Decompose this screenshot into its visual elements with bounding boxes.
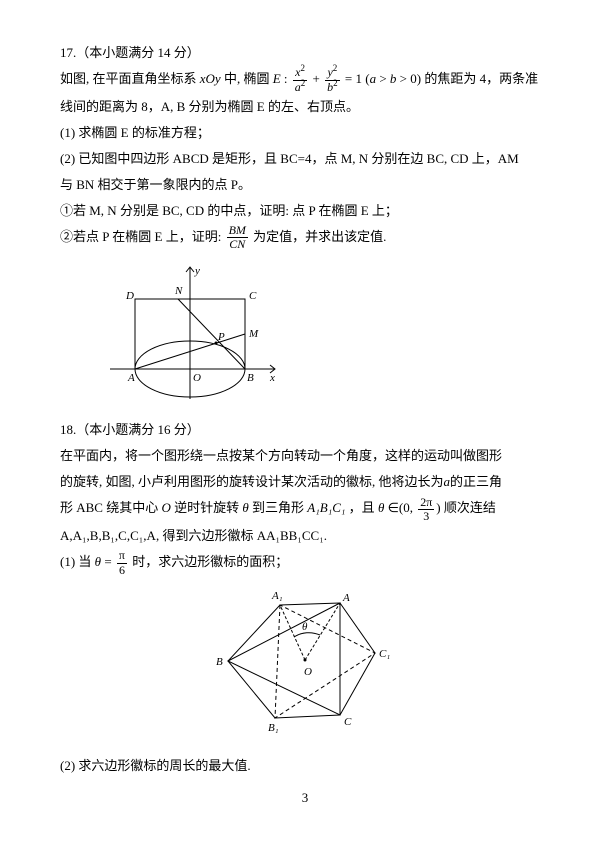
t: > 0) 的焦距为 4，两条准 <box>396 71 538 86</box>
t: 逆时针旋转 <box>171 500 243 515</box>
lbl-x: x <box>269 372 275 384</box>
lbl-C1: C₁ <box>379 648 390 660</box>
lbl-C: C <box>249 290 257 302</box>
d: CN <box>227 238 248 251</box>
q17-header: 17.（本小题满分 14 分） <box>60 40 550 66</box>
q17-sub2a: (2) 已知图中四边形 ABCD 是矩形，且 BC=4，点 M, N 分别在边 … <box>60 146 550 172</box>
frac-x2a2: x2a2 <box>293 66 308 93</box>
page-number: 3 <box>60 785 550 811</box>
q18-l3: 形 ABC 绕其中心 O 逆时针旋转 θ 到三角形 A₁B₁C₁ ，且 θ ∈(… <box>60 495 550 523</box>
lbl-P: P <box>217 331 225 343</box>
frac-bm-cn: BMCN <box>227 224 248 251</box>
q17-sub2b: 与 BN 相交于第一象限内的点 P。 <box>60 172 550 198</box>
lbl-O: O <box>193 372 201 384</box>
lbl-B: B <box>216 656 223 668</box>
lbl-theta: θ <box>302 621 308 633</box>
lbl-O: O <box>304 666 312 678</box>
frac-y2b2: y2b2 <box>325 66 340 93</box>
t: : <box>281 71 291 86</box>
n: BM <box>227 224 248 238</box>
q17-figure: D N C M P A O B x y <box>100 259 550 409</box>
t: = 1 ( <box>342 71 370 86</box>
lbl-A: A <box>342 592 350 604</box>
lbl-A: A <box>127 372 135 384</box>
q17-sub2-2: ②若点 P 在椭圆 E 上，证明: BMCN 为定值，并求出该定值. <box>60 224 550 252</box>
t: 为定值，并求出该定值. <box>250 229 387 244</box>
lbl-y: y <box>194 265 200 277</box>
t: 时，求六边形徽标的面积； <box>129 554 288 569</box>
page-content: 17.（本小题满分 14 分） 如图, 在平面直角坐标系 xOy 中, 椭圆 E… <box>0 0 600 844</box>
d: 3 <box>418 510 434 523</box>
lbl-B1: B₁ <box>268 722 279 734</box>
t: 的正三角 <box>450 474 502 489</box>
q18-header: 18.（本小题满分 16 分） <box>60 417 550 443</box>
lbl-M: M <box>248 328 259 340</box>
q17-line2: 线间的距离为 8，A, B 分别为椭圆 E 的左、右顶点。 <box>60 94 550 120</box>
t: ，且 <box>345 500 378 515</box>
t: 中, 椭圆 <box>221 71 273 86</box>
t: 形 ABC 绕其中心 <box>60 500 161 515</box>
q18-s1: (1) 当 θ = π6 时，求六边形徽标的面积； <box>60 549 550 577</box>
t: (1) 当 <box>60 554 95 569</box>
E: E <box>273 71 281 86</box>
xoy: xOy <box>200 71 221 86</box>
d: 6 <box>117 564 127 577</box>
hexagon-diagram: A₁ A B C₁ C B₁ O θ <box>200 583 410 738</box>
q18-figure: A₁ A B C₁ C B₁ O θ <box>60 583 550 747</box>
O: O <box>161 500 170 515</box>
q18-l2: 的旋转, 如图, 小卢利用图形的旋转设计某次活动的徽标, 他将边长为a的正三角 <box>60 469 550 495</box>
lbl-C: C <box>344 716 352 728</box>
t: 到三角形 <box>249 500 308 515</box>
q18-l4: A,A₁,B,B₁,C,C₁,A, 得到六边形徽标 AA₁BB₁CC₁. <box>60 523 550 549</box>
t: 的旋转, 如图, 小卢利用图形的旋转设计某次活动的徽标, 他将边长为 <box>60 474 444 489</box>
q17-sub2-1: ①若 M, N 分别是 BC, CD 的中点，证明: 点 P 在椭圆 E 上； <box>60 198 550 224</box>
tri: A₁B₁C₁ <box>307 500 345 515</box>
lbl-N: N <box>174 285 183 297</box>
t: ∈(0, <box>384 500 416 515</box>
t: > <box>376 71 390 86</box>
q17-sub1: (1) 求椭圆 E 的标准方程； <box>60 120 550 146</box>
lbl-D: D <box>125 290 134 302</box>
q18-s2: (2) 求六边形徽标的周长的最大值. <box>60 753 550 779</box>
t: ) 顺次连结 <box>436 500 496 515</box>
lbl-B: B <box>247 372 254 384</box>
n: π <box>117 549 127 563</box>
ellipse-diagram: D N C M P A O B x y <box>100 259 280 409</box>
frac-pi-6: π6 <box>117 549 127 576</box>
t: 如图, 在平面直角坐标系 <box>60 71 200 86</box>
t: ②若点 P 在椭圆 E 上，证明: <box>60 229 225 244</box>
q17-line1: 如图, 在平面直角坐标系 xOy 中, 椭圆 E : x2a2 + y2b2 =… <box>60 66 550 94</box>
t: = <box>101 554 115 569</box>
frac-2pi-3: 2π3 <box>418 496 434 523</box>
q18-l1: 在平面内，将一个图形绕一点按某个方向转动一个角度，这样的运动叫做图形 <box>60 443 550 469</box>
n: 2π <box>418 496 434 510</box>
lbl-A1: A₁ <box>271 590 283 602</box>
